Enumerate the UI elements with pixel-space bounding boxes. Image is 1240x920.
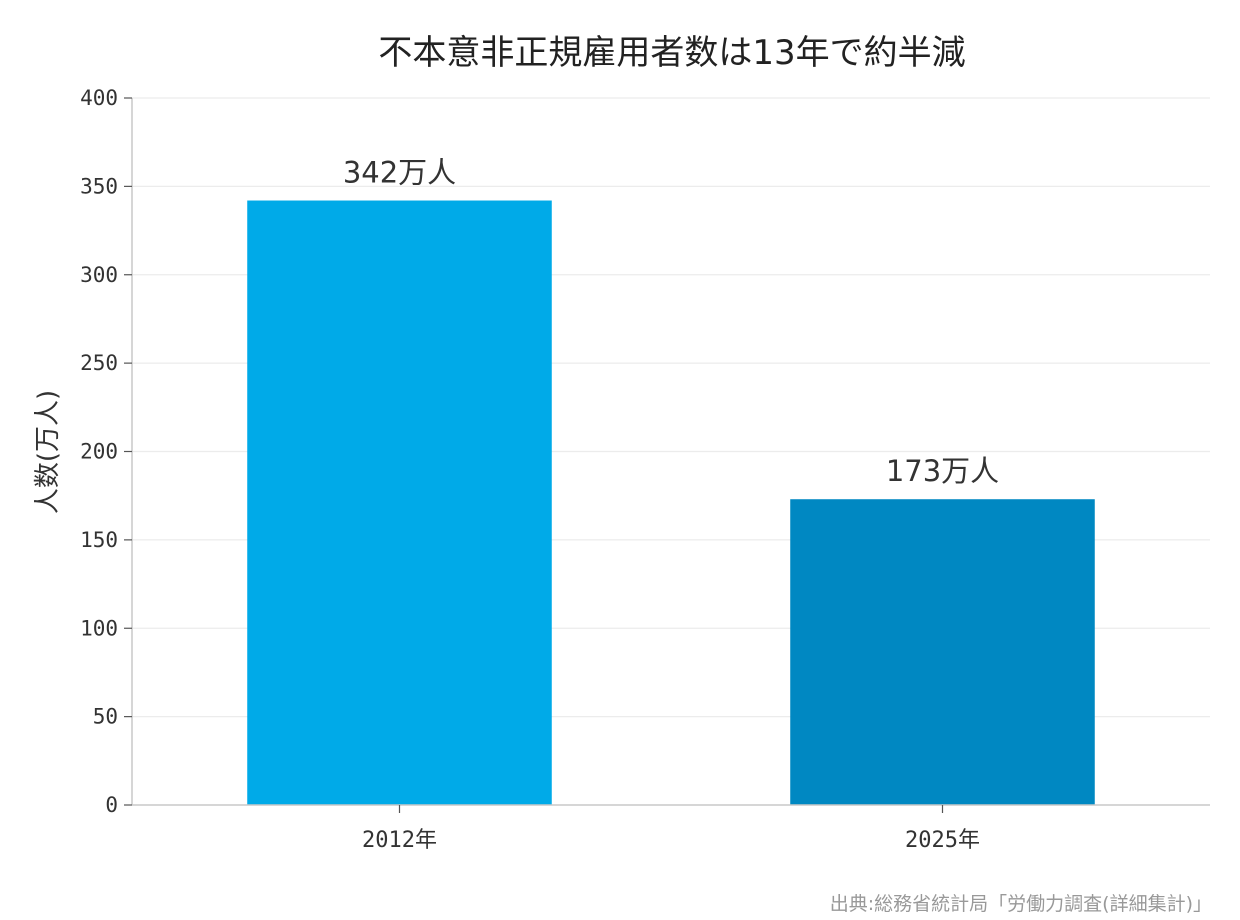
- y-tick-label: 150: [80, 528, 118, 552]
- data-labels: 342万人 173万人: [343, 156, 999, 489]
- y-tick-label: 250: [80, 351, 118, 375]
- y-ticks: 0 50 100 150 200 250 300 350 400: [80, 86, 132, 817]
- data-label: 173万人: [886, 454, 999, 488]
- y-tick-label: 400: [80, 86, 118, 110]
- y-tick-label: 350: [80, 174, 118, 198]
- bars: [247, 200, 1095, 805]
- y-axis-label: 人数(万人): [33, 390, 63, 514]
- x-tick-label: 2025年: [905, 828, 980, 853]
- bar-2: [790, 499, 1095, 805]
- source-note: 出典:総務省統計局「労働力調査(詳細集計)」: [830, 893, 1212, 915]
- y-tick-label: 50: [93, 705, 118, 729]
- y-tick-label: 0: [105, 793, 118, 817]
- x-tick-label: 2012年: [362, 828, 437, 853]
- y-tick-label: 200: [80, 440, 118, 464]
- bar-1: [247, 200, 552, 805]
- data-label: 342万人: [343, 156, 456, 190]
- y-tick-label: 100: [80, 616, 118, 640]
- chart-title: 不本意非正規雇用者数は13年で約半減: [378, 33, 965, 73]
- x-ticks: 2012年 2025年: [362, 805, 980, 853]
- y-tick-label: 300: [80, 263, 118, 287]
